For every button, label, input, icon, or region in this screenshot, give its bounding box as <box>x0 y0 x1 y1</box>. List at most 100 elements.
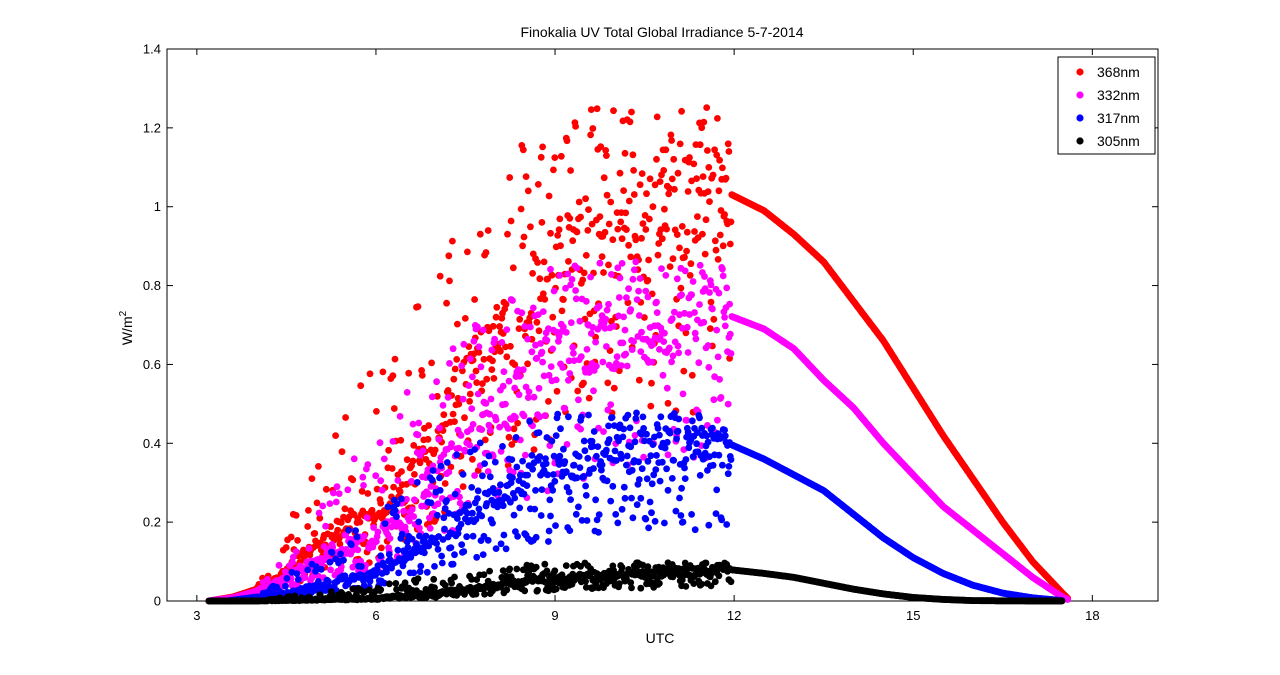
point-368nm <box>709 171 717 179</box>
point-368nm <box>605 261 612 269</box>
point-317nm <box>618 454 625 462</box>
point-332nm <box>565 376 572 384</box>
legend-marker-2 <box>1076 114 1084 122</box>
point-332nm <box>635 312 643 319</box>
point-332nm <box>706 289 713 296</box>
point-368nm <box>580 269 588 277</box>
point-317nm <box>499 502 507 510</box>
point-332nm <box>386 535 394 542</box>
point-368nm <box>577 213 584 221</box>
point-332nm <box>592 338 599 346</box>
point-317nm <box>653 452 660 459</box>
point-317nm <box>545 527 553 535</box>
point-368nm <box>510 425 518 433</box>
point-368nm <box>537 153 545 161</box>
point-317nm <box>620 483 628 491</box>
point-368nm <box>473 379 481 386</box>
point-332nm <box>577 425 584 433</box>
point-368nm <box>443 299 450 307</box>
point-332nm <box>572 287 579 294</box>
point-332nm <box>408 477 415 485</box>
point-368nm <box>548 271 556 279</box>
point-332nm <box>503 326 511 333</box>
point-317nm <box>491 458 499 466</box>
point-332nm <box>518 309 526 317</box>
point-332nm <box>436 424 443 432</box>
point-368nm <box>690 160 698 168</box>
point-368nm <box>418 367 425 374</box>
point-332nm <box>305 545 313 552</box>
point-332nm <box>619 339 627 347</box>
point-368nm <box>673 231 681 239</box>
point-368nm <box>603 152 610 160</box>
point-317nm <box>391 507 399 514</box>
point-332nm <box>327 566 334 574</box>
point-332nm <box>457 432 465 439</box>
point-332nm <box>628 346 636 353</box>
point-332nm <box>630 266 638 274</box>
point-368nm <box>719 164 726 172</box>
point-332nm <box>568 276 576 283</box>
point-317nm <box>643 475 651 483</box>
point-332nm <box>433 378 440 386</box>
point-317nm <box>651 517 659 525</box>
point-368nm <box>625 197 633 205</box>
point-332nm <box>373 538 380 545</box>
point-368nm <box>608 317 615 325</box>
point-332nm <box>632 258 640 266</box>
point-332nm <box>576 317 584 325</box>
point-332nm <box>621 326 629 334</box>
point-332nm <box>487 395 495 403</box>
point-368nm <box>665 190 673 198</box>
point-332nm <box>550 287 558 295</box>
legend-label-3: 305nm <box>1097 133 1140 149</box>
point-317nm <box>443 459 451 466</box>
point-332nm <box>439 402 447 409</box>
point-332nm <box>492 416 500 424</box>
point-368nm <box>398 468 405 475</box>
point-368nm <box>666 263 674 270</box>
point-368nm <box>446 277 453 285</box>
point-317nm <box>458 541 466 548</box>
point-332nm <box>673 275 681 283</box>
point-368nm <box>466 398 473 405</box>
point-368nm <box>644 276 652 284</box>
point-332nm <box>556 272 564 279</box>
point-317nm <box>340 556 347 564</box>
point-368nm <box>638 170 646 178</box>
point-368nm <box>497 348 504 355</box>
point-368nm <box>588 220 596 228</box>
point-368nm <box>459 483 467 490</box>
point-317nm <box>524 471 531 479</box>
point-332nm <box>444 394 452 401</box>
point-305nm <box>532 563 540 571</box>
point-317nm <box>575 503 582 511</box>
legend-marker-1 <box>1076 91 1084 99</box>
point-317nm <box>337 550 344 558</box>
point-317nm <box>719 461 726 469</box>
point-332nm <box>400 507 407 515</box>
y-tick-label: 0 <box>154 594 161 609</box>
point-368nm <box>682 329 690 337</box>
point-317nm <box>676 494 683 502</box>
point-368nm <box>540 258 548 266</box>
point-368nm <box>516 315 524 323</box>
point-368nm <box>610 384 618 392</box>
point-317nm <box>377 552 385 560</box>
point-368nm <box>530 446 538 453</box>
point-368nm <box>642 226 650 233</box>
point-332nm <box>700 318 708 326</box>
point-368nm <box>646 175 654 183</box>
point-332nm <box>406 517 413 525</box>
point-332nm <box>434 500 442 508</box>
point-368nm <box>567 167 574 174</box>
point-317nm <box>465 502 473 509</box>
point-332nm <box>516 372 524 380</box>
point-317nm <box>595 511 603 518</box>
point-332nm <box>380 455 388 463</box>
point-317nm <box>626 424 634 432</box>
point-368nm <box>691 228 698 235</box>
y-axis-label-sup: 2 <box>118 310 129 316</box>
point-332nm <box>547 265 554 273</box>
point-332nm <box>445 468 453 476</box>
